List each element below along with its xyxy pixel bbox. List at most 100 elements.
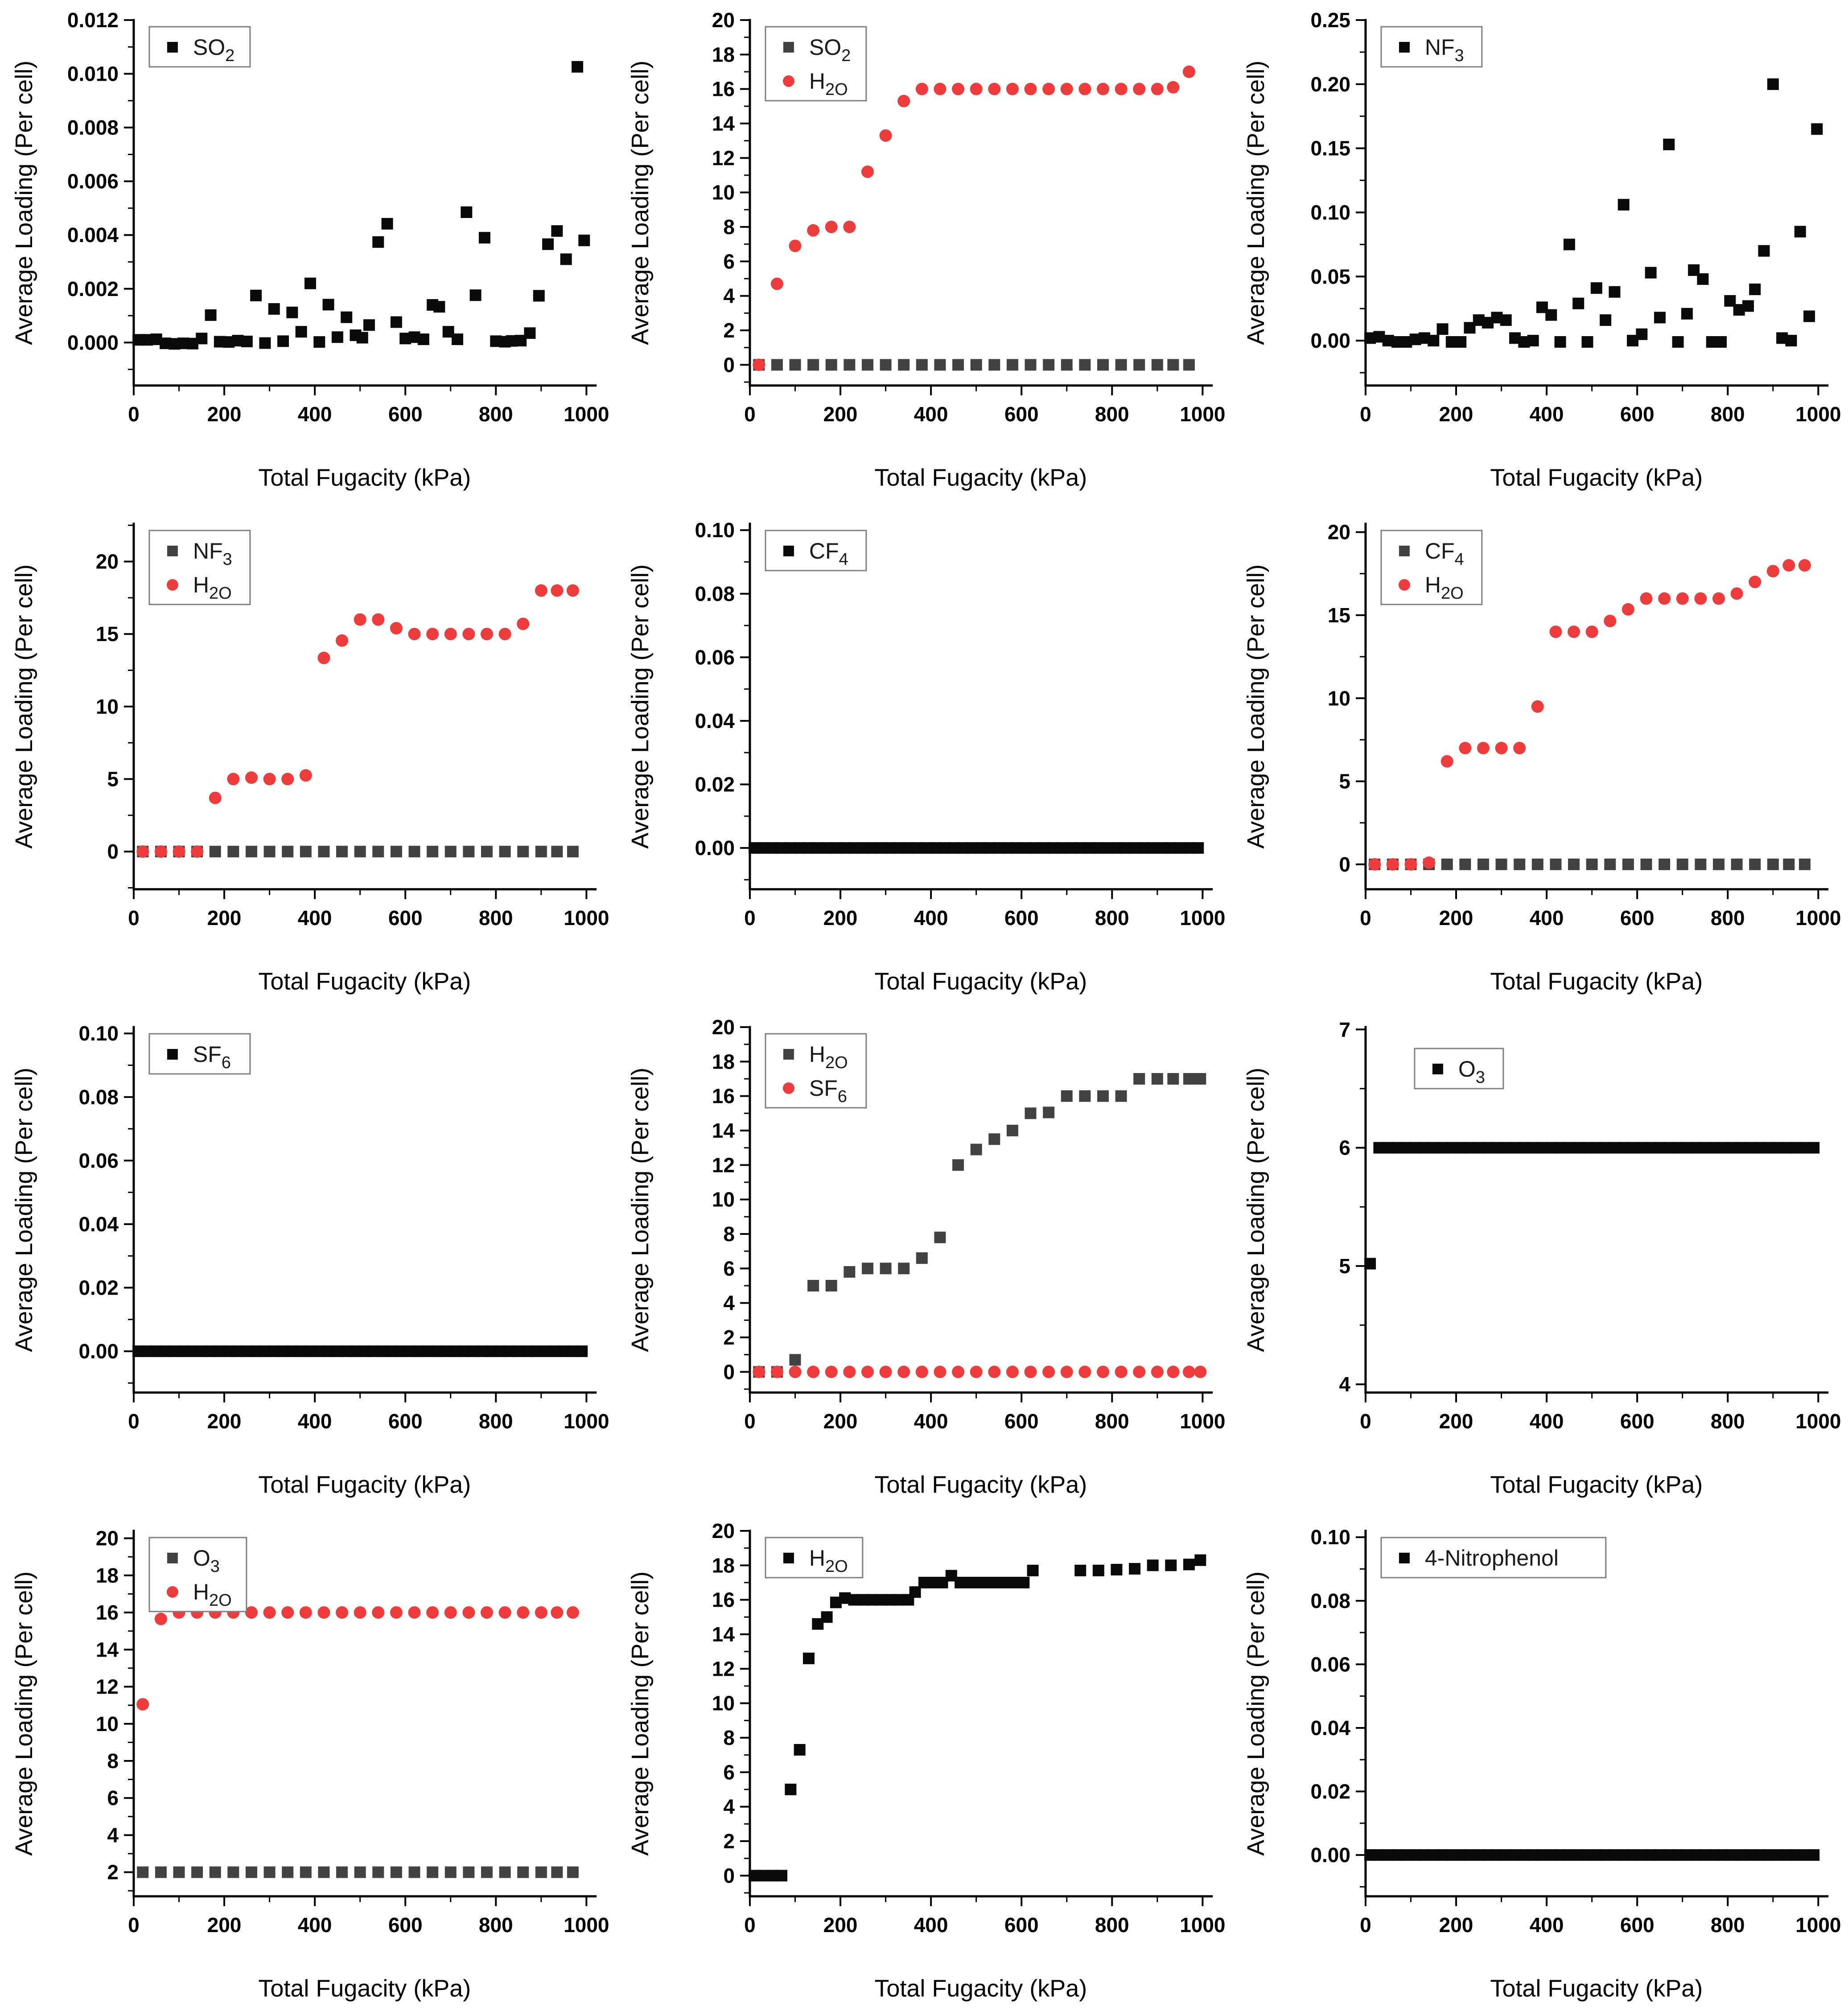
data-point	[1758, 245, 1770, 257]
data-point	[803, 1653, 815, 1665]
data-point	[1078, 1365, 1091, 1378]
data-point	[897, 1262, 910, 1275]
y-tick-label: 10	[1328, 687, 1350, 710]
data-point	[535, 1606, 547, 1619]
data-point	[1730, 587, 1743, 600]
x-axis-label: Total Fugacity (kPa)	[874, 1472, 1087, 1498]
y-tick-label: 14	[712, 112, 735, 135]
y-tick-label: 10	[96, 695, 119, 718]
data-point	[934, 359, 946, 371]
data-point	[861, 165, 874, 178]
data-point	[1527, 335, 1539, 347]
x-tick-label: 1000	[1180, 1410, 1225, 1433]
scatter-plot-sf6-pure: 0 200 400 600 800 1000 0.00 0.02 0.04 0.06 0.08 0.1…	[11, 1022, 609, 1498]
data-point	[1183, 359, 1195, 371]
data-point	[1132, 82, 1145, 95]
x-tick-label: 0	[1360, 1913, 1371, 1937]
data-point	[300, 845, 312, 857]
legend-marker-square	[167, 41, 178, 53]
legend-marker-square	[1399, 41, 1410, 53]
data-point	[1096, 1365, 1109, 1378]
y-tick-label: 8	[723, 1222, 735, 1246]
data-point	[1645, 267, 1657, 279]
data-point	[1676, 592, 1689, 605]
y-tick-label: 0.008	[67, 116, 119, 139]
chart-panel-cf4-h2o: 0 200 400 600 800 1000 0 5 10 15 20 Total Fugacity …	[1232, 504, 1848, 1008]
data-point	[775, 1870, 787, 1882]
data-point	[445, 845, 457, 857]
x-tick-label: 800	[479, 906, 513, 929]
y-tick-label: 0.04	[78, 1213, 119, 1236]
y-tick-label: 0.06	[1311, 1653, 1350, 1676]
data-point	[1545, 309, 1557, 321]
axis-lines	[132, 522, 597, 891]
x-tick-label: 0	[128, 1913, 140, 1937]
data-point	[1024, 82, 1037, 95]
y-tick-label: 0.20	[1311, 73, 1350, 96]
y-tick-label: 6	[723, 250, 735, 273]
data-point	[268, 303, 280, 315]
series-4-Nitrophenol	[1364, 1849, 1820, 1861]
x-tick-label: 600	[1620, 1410, 1655, 1433]
data-point	[916, 1252, 928, 1264]
data-point	[770, 277, 783, 290]
data-point	[951, 1365, 964, 1378]
y-tick-label: 5	[107, 767, 119, 790]
data-point	[988, 1365, 1000, 1378]
scatter-plot-cf4-h2o: 0 200 400 600 800 1000 0 5 10 15 20 Total Fugacity …	[1243, 520, 1841, 995]
data-point	[136, 845, 149, 858]
series-SO2	[132, 61, 590, 350]
y-tick-label: 0.012	[67, 8, 119, 32]
y-tick-label: 4	[723, 1291, 735, 1315]
y-tick-label: 20	[712, 8, 734, 32]
x-tick-label: 1000	[1180, 403, 1225, 426]
x-tick-label: 0	[1360, 1410, 1371, 1433]
data-point	[535, 1866, 547, 1878]
data-point	[1585, 625, 1598, 638]
data-point	[299, 1606, 312, 1619]
data-point	[915, 1365, 928, 1378]
data-point	[480, 1606, 493, 1619]
y-tick-label: 6	[107, 1786, 119, 1809]
legend-box	[765, 1033, 867, 1109]
y-tick-label: 4	[1339, 1373, 1351, 1396]
data-point	[498, 627, 511, 640]
data-point	[1811, 123, 1823, 135]
y-tick-label: 4	[107, 1824, 119, 1847]
data-point	[1600, 314, 1612, 326]
data-point	[499, 845, 511, 857]
data-point	[408, 1866, 420, 1878]
y-tick-label: 0.002	[67, 277, 119, 300]
y-tick-label: 20	[96, 1527, 119, 1550]
x-tick-label: 200	[823, 1913, 857, 1937]
data-point	[1609, 286, 1621, 298]
legend-label: NF3	[193, 539, 232, 569]
data-point	[560, 253, 572, 265]
x-axis-label: Total Fugacity (kPa)	[1490, 1472, 1703, 1498]
y-tick-label: 7	[1339, 1018, 1351, 1041]
data-point	[1167, 1073, 1179, 1085]
chart-panel-nitrophenol-pure: 0 200 400 600 800 1000 0.00 0.02 0.04 0.06 0.08 0.1…	[1232, 1511, 1848, 2015]
data-point	[970, 1143, 982, 1156]
data-point	[1364, 1258, 1376, 1270]
data-point	[551, 225, 563, 237]
y-tick-label: 16	[712, 1588, 734, 1612]
series-H2O	[136, 584, 579, 858]
y-tick-label: 10	[712, 181, 734, 204]
legend-marker-circle	[1399, 579, 1411, 591]
x-tick-label: 600	[1004, 403, 1038, 426]
data-point	[807, 1365, 819, 1378]
x-tick-label: 400	[914, 1913, 948, 1937]
data-point	[566, 1606, 579, 1619]
data-point	[1128, 1563, 1140, 1575]
x-tick-label: 400	[1530, 1410, 1564, 1433]
data-point	[173, 845, 185, 858]
x-axis-label: Total Fugacity (kPa)	[874, 968, 1087, 995]
axis-lines	[749, 1530, 1213, 1898]
data-point	[461, 206, 473, 218]
x-tick-label: 600	[1004, 906, 1038, 929]
data-point	[426, 627, 439, 640]
data-point	[1672, 336, 1684, 348]
data-point	[1799, 559, 1811, 572]
data-point	[542, 238, 554, 250]
